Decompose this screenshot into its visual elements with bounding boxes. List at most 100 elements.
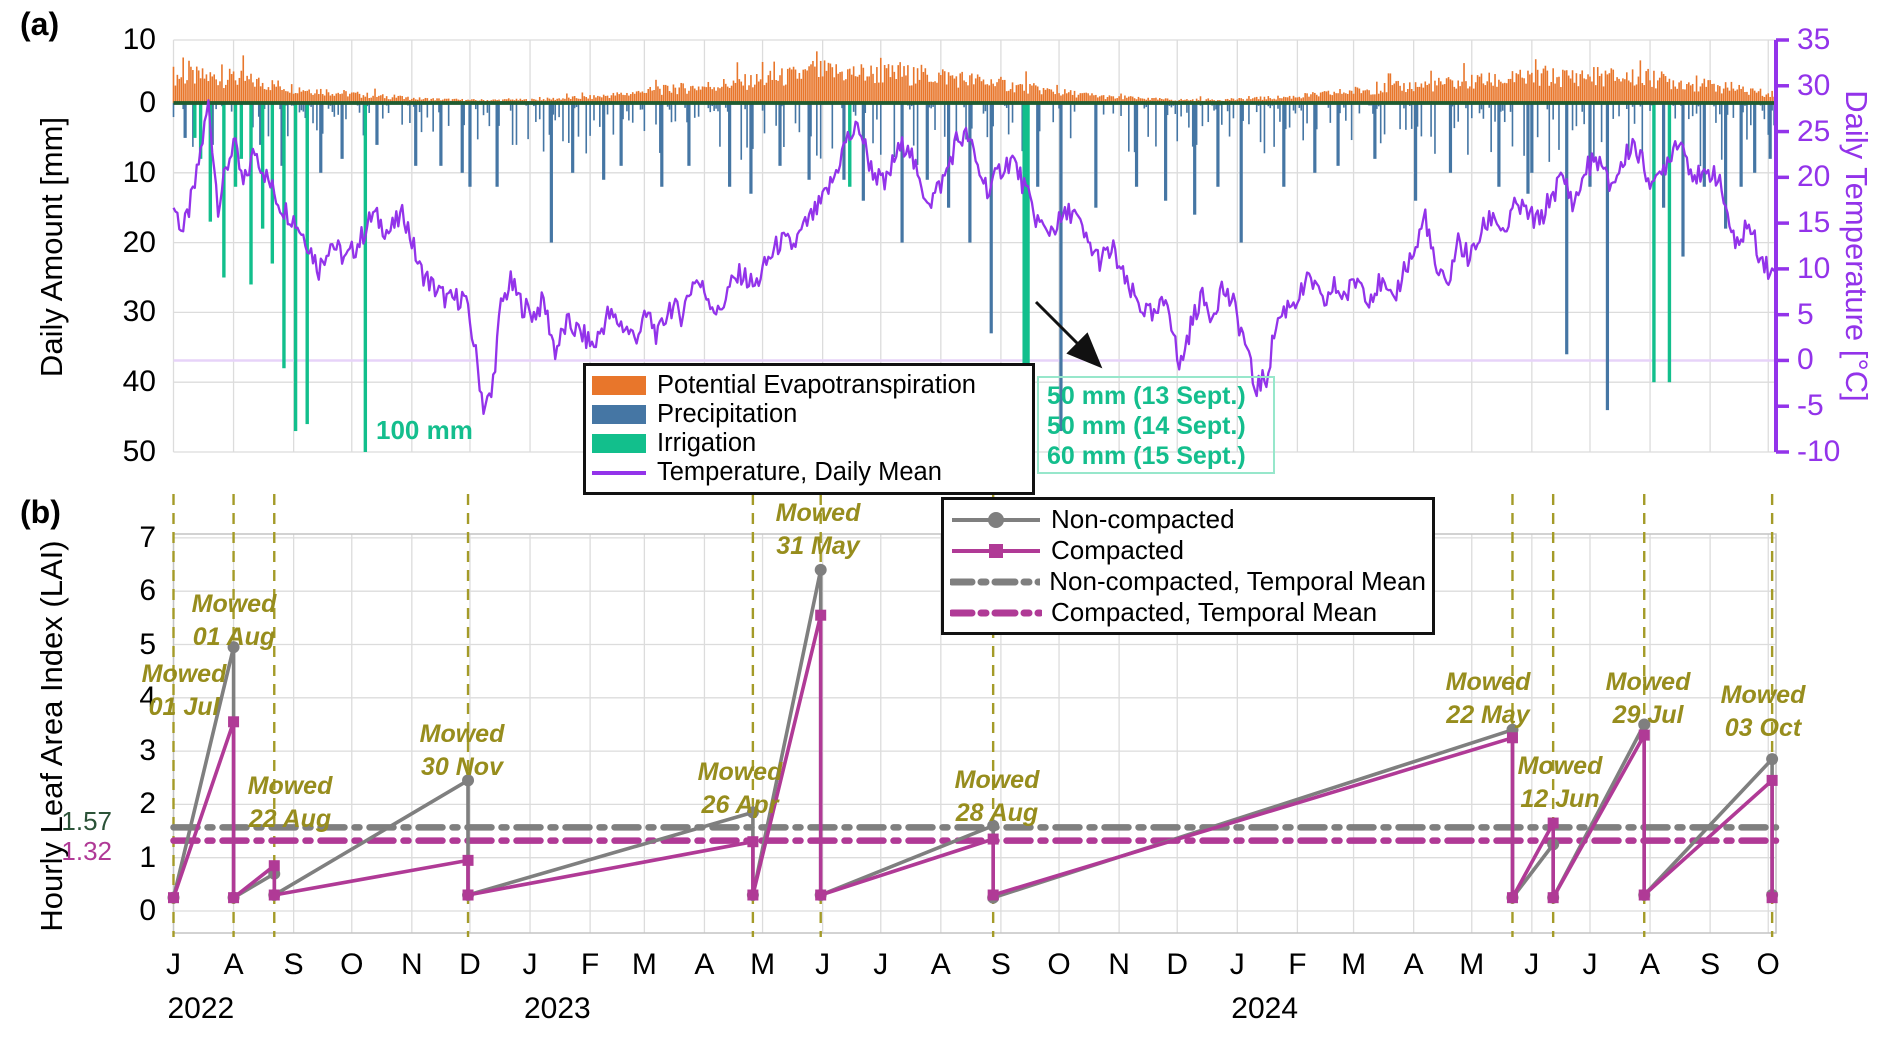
precipitation-bar <box>1058 103 1060 109</box>
et-bar <box>1267 96 1270 103</box>
precipitation-bar <box>310 103 312 107</box>
precipitation-bar <box>1216 103 1220 187</box>
month-tick-label: D <box>1166 948 1189 981</box>
data-point-square <box>815 609 827 621</box>
et-bar <box>341 93 343 103</box>
et-bar <box>1352 93 1355 103</box>
evapotranspiration-swatch-icon <box>592 376 646 395</box>
panel-a-y-tick: 50 <box>122 435 156 468</box>
et-bar <box>1476 75 1479 103</box>
et-bar <box>385 96 388 103</box>
precipitation-bar <box>1413 103 1418 201</box>
et-bar <box>812 60 814 103</box>
et-bar <box>473 99 475 103</box>
et-bar <box>312 94 314 103</box>
et-bar <box>1701 83 1704 103</box>
month-tick-label: A <box>223 948 244 981</box>
et-bar <box>1079 93 1082 103</box>
precipitation-bar <box>1221 103 1223 125</box>
et-bar <box>659 88 661 103</box>
precipitation-bar <box>798 103 801 133</box>
et-bar <box>192 70 194 103</box>
et-bar <box>566 93 568 103</box>
et-bar <box>308 89 310 103</box>
precipitation-bar <box>1465 103 1467 109</box>
et-bar <box>1513 82 1516 103</box>
et-bar <box>585 97 588 103</box>
data-point-square <box>228 716 240 728</box>
et-bar <box>676 94 679 103</box>
precipitation-bar <box>1226 103 1229 112</box>
et-bar <box>207 81 210 103</box>
et-bar <box>1240 98 1242 103</box>
precipitation-bar <box>1490 103 1492 153</box>
precipitation-bar <box>1509 103 1512 112</box>
legend-label: Non-compacted, Temporal Mean <box>1049 566 1426 596</box>
et-bar <box>1571 70 1574 103</box>
et-bar <box>1750 88 1752 103</box>
precipitation-bar <box>670 103 673 123</box>
et-bar <box>924 68 927 103</box>
et-bar <box>1325 91 1328 103</box>
et-bar <box>1583 78 1585 103</box>
et-bar <box>1505 83 1508 103</box>
et-bar <box>230 74 233 103</box>
precipitation-bar <box>719 103 721 147</box>
precipitation-bar <box>819 103 822 159</box>
precipitation-bar <box>674 103 677 122</box>
et-bar <box>180 77 183 103</box>
et-bar <box>292 93 295 103</box>
precipitation-bar <box>474 103 477 110</box>
precipitation-bar <box>476 103 479 140</box>
et-bar <box>736 62 739 103</box>
et-bar <box>1116 98 1118 103</box>
et-bar <box>1666 81 1669 103</box>
legend-row-irrigation: Irrigation <box>592 429 1026 458</box>
month-tick-label: A <box>1639 948 1660 981</box>
precipitation-bar <box>575 103 578 108</box>
et-bar <box>587 98 589 103</box>
et-bar <box>1207 98 1210 103</box>
et-bar <box>321 94 324 103</box>
precipitation-bar <box>643 103 646 132</box>
et-bar <box>897 65 900 103</box>
et-bar <box>1238 98 1241 103</box>
et-bar <box>1025 71 1027 103</box>
month-tick-label: O <box>1047 948 1071 981</box>
et-bar <box>1077 94 1080 103</box>
et-bar <box>651 90 653 103</box>
et-bar <box>393 94 396 103</box>
et-bar <box>1715 91 1717 103</box>
et-bar <box>961 71 963 103</box>
precipitation-bar <box>1571 103 1574 131</box>
et-bar <box>907 65 909 103</box>
et-bar <box>837 73 839 103</box>
et-bar <box>1552 68 1554 103</box>
precipitation-bar <box>577 103 580 137</box>
et-bar <box>697 86 700 103</box>
et-bar <box>372 95 374 103</box>
irrigation-bar <box>249 103 253 285</box>
legend-label: Irrigation <box>657 429 757 457</box>
precipitation-bar <box>1503 103 1506 123</box>
irrigation-bar <box>282 103 286 369</box>
et-bar <box>905 75 907 103</box>
et-bar <box>1114 98 1117 103</box>
precipitation-bar <box>1410 103 1413 129</box>
et-bar <box>1364 90 1367 103</box>
et-bar <box>1362 90 1365 103</box>
et-bar <box>1507 78 1510 103</box>
et-bar <box>945 84 948 103</box>
et-bar <box>1521 77 1523 103</box>
mow-label: Mowed 01 Aug <box>191 590 277 651</box>
et-bar <box>1707 80 1709 103</box>
et-bar <box>1048 89 1051 103</box>
et-bar <box>783 85 785 103</box>
precipitation-bar <box>375 103 379 145</box>
et-bar <box>269 90 272 103</box>
precipitation-bar <box>841 103 843 109</box>
irrigation-100mm-label: 100 mm <box>376 415 473 445</box>
precipitation-bar <box>1345 103 1347 121</box>
et-bar <box>368 98 371 103</box>
panel-b-legend: Non-compacted Compacted Non-compacted, T… <box>941 497 1435 635</box>
